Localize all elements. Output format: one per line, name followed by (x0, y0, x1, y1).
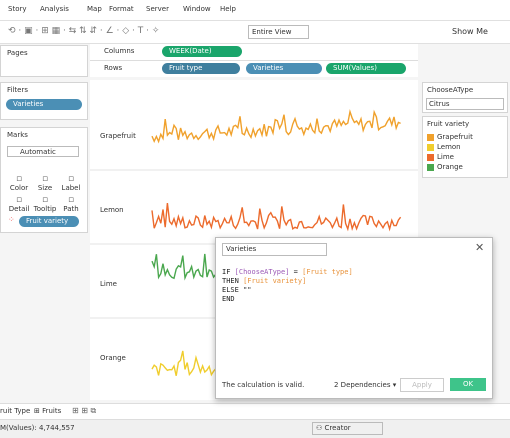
code-token: [ChooseAType] (234, 268, 290, 276)
tab-bar: ruit Type ⊞ Fruits ⊞ ⊞ ⧉ (0, 403, 510, 419)
legend-swatch (427, 164, 434, 171)
column-pill[interactable]: WEEK(Date) (162, 46, 242, 57)
ok-button[interactable]: OK (450, 378, 486, 391)
columns-shelf: Columns WEEK(Date) (90, 44, 418, 61)
mark-icon: ▫ (15, 195, 23, 205)
shelf-label: Rows (104, 64, 123, 72)
code-token: IF (222, 268, 235, 276)
mark-button[interactable]: ▫ Color (7, 174, 31, 192)
card-title: Fruit variety (427, 120, 470, 128)
mark-label: Tooltip (33, 205, 57, 213)
legend-label: Orange (437, 163, 463, 171)
color-pill[interactable]: Fruit variety (19, 216, 79, 227)
mark-button[interactable]: ▫ Label (59, 174, 83, 192)
calc-name[interactable]: Varieties (222, 243, 327, 256)
dependencies-label[interactable]: 2 Dependencies (334, 381, 391, 389)
row-header: Orange (100, 354, 126, 362)
status-sum: M(Values): 4,744,557 (0, 424, 75, 432)
mark-icon: ▫ (67, 174, 75, 184)
color-icon: ⁘ (8, 215, 15, 224)
parameter-card: ChooseAType Citrus (422, 82, 508, 113)
tab-label[interactable]: Fruits (42, 407, 62, 415)
legend-card: Fruit variety Grapefruit Lemon Lime Orange (422, 116, 508, 178)
pages-card: Pages (0, 45, 88, 77)
code-token: THEN (222, 277, 244, 285)
toolbar: Entire View Show Me ⟲ · ▣ · ⊞ ▦ · ⇆ ⇅ ⇵ … (0, 21, 510, 44)
series-line (151, 203, 402, 232)
sheet-tab[interactable]: ⊞ Fruits (34, 407, 62, 415)
menu-item[interactable]: Format (109, 5, 134, 13)
row-pill[interactable]: Varieties (246, 63, 322, 74)
mark-button[interactable]: ▫ Path (59, 195, 83, 213)
code-line: END (222, 295, 353, 304)
menu-item[interactable]: Analysis (40, 5, 69, 13)
code-line: THEN [Fruit variety] (222, 277, 353, 286)
dependencies[interactable]: 2 Dependencies ▾ (334, 381, 397, 389)
code-line: IF [ChooseAType] = [Fruit type] (222, 268, 353, 277)
mark-button[interactable]: ▫ Detail (7, 195, 31, 213)
menu-item[interactable]: Server (146, 5, 169, 13)
card-title: Marks (7, 131, 28, 139)
code-line: ELSE "" (222, 286, 353, 295)
code-token: ELSE "" (222, 286, 252, 294)
toolbar-icons[interactable]: ⟲ · ▣ · ⊞ ▦ · ⇆ ⇅ ⇵ · ∠ · ◇ · T · ✧ (8, 26, 160, 36)
card-title: Filters (7, 86, 28, 94)
legend-swatch (427, 154, 434, 161)
new-sheet-icons[interactable]: ⊞ ⊞ ⧉ (72, 406, 97, 415)
shelf-label: Columns (104, 47, 135, 55)
close-button[interactable]: ✕ (475, 241, 485, 254)
mark-icon: ▫ (41, 195, 49, 205)
mark-label: Color (9, 184, 29, 192)
mark-label: Size (37, 184, 53, 192)
legend-label: Grapefruit (437, 133, 473, 141)
menu-item[interactable]: Map (87, 5, 102, 13)
row-header: Grapefruit (100, 132, 136, 140)
menu-item[interactable]: Help (220, 5, 236, 13)
marks-card: Marks Automatic Fruit variety ⁘ ▫ Color ▫ S… (0, 127, 88, 233)
mark-button[interactable]: ▫ Tooltip (33, 195, 57, 213)
legend-label: Lemon (437, 143, 461, 151)
card-title: ChooseAType (427, 86, 474, 94)
code-token: = (289, 268, 303, 276)
mark-icon: ▫ (41, 174, 49, 184)
code-token: END (222, 295, 235, 303)
menu-item[interactable]: Story (8, 5, 27, 13)
code-token: [Fruit variety] (243, 277, 307, 285)
user-dropdown[interactable]: ⚇ Creator (312, 422, 383, 435)
legend-swatch (427, 134, 434, 141)
mark-label: Path (63, 205, 79, 213)
calc-dialog: Varieties ✕ IF [ChooseAType] = [Fruit ty… (215, 237, 493, 399)
filter-pill[interactable]: Varieties (6, 99, 82, 110)
fit-dropdown[interactable]: Entire View (248, 25, 309, 39)
mark-button[interactable]: ▫ Size (33, 174, 57, 192)
user-label[interactable]: Creator (324, 424, 351, 432)
calc-status: The calculation is valid. (222, 381, 305, 389)
mark-icon: ▫ (67, 195, 75, 205)
mark-type[interactable]: Automatic (7, 146, 79, 157)
sheet-tab[interactable]: ruit Type (0, 407, 31, 415)
status-bar: M(Values): 4,744,557 ⚇ Creator (0, 419, 510, 438)
menu-item[interactable]: Window (183, 5, 211, 13)
menu-bar: Story Analysis Map Format Server Window Help (0, 0, 510, 21)
show-me[interactable]: Show Me (452, 27, 488, 36)
filters-card: Filters Varieties (0, 82, 88, 120)
apply-button[interactable]: Apply (400, 378, 444, 392)
code-token: [Fruit type] (302, 268, 353, 276)
legend-label: Lime (437, 153, 454, 161)
mark-label: Label (61, 184, 81, 192)
row-header: Lime (100, 280, 117, 288)
card-title: Pages (7, 49, 28, 57)
rows-shelf: Rows Fruit type Varieties SUM(Values) (90, 61, 418, 77)
row-header: Lemon (100, 206, 124, 214)
mark-icon: ▫ (15, 174, 23, 184)
legend-swatch (427, 144, 434, 151)
parameter-input[interactable]: Citrus (426, 98, 504, 110)
row-pill[interactable]: SUM(Values) (326, 63, 406, 74)
series-line (151, 108, 401, 144)
code-editor[interactable]: IF [ChooseAType] = [Fruit type] THEN [Fru… (222, 268, 353, 304)
mark-label: Detail (8, 205, 30, 213)
row-pill[interactable]: Fruit type (162, 63, 240, 74)
